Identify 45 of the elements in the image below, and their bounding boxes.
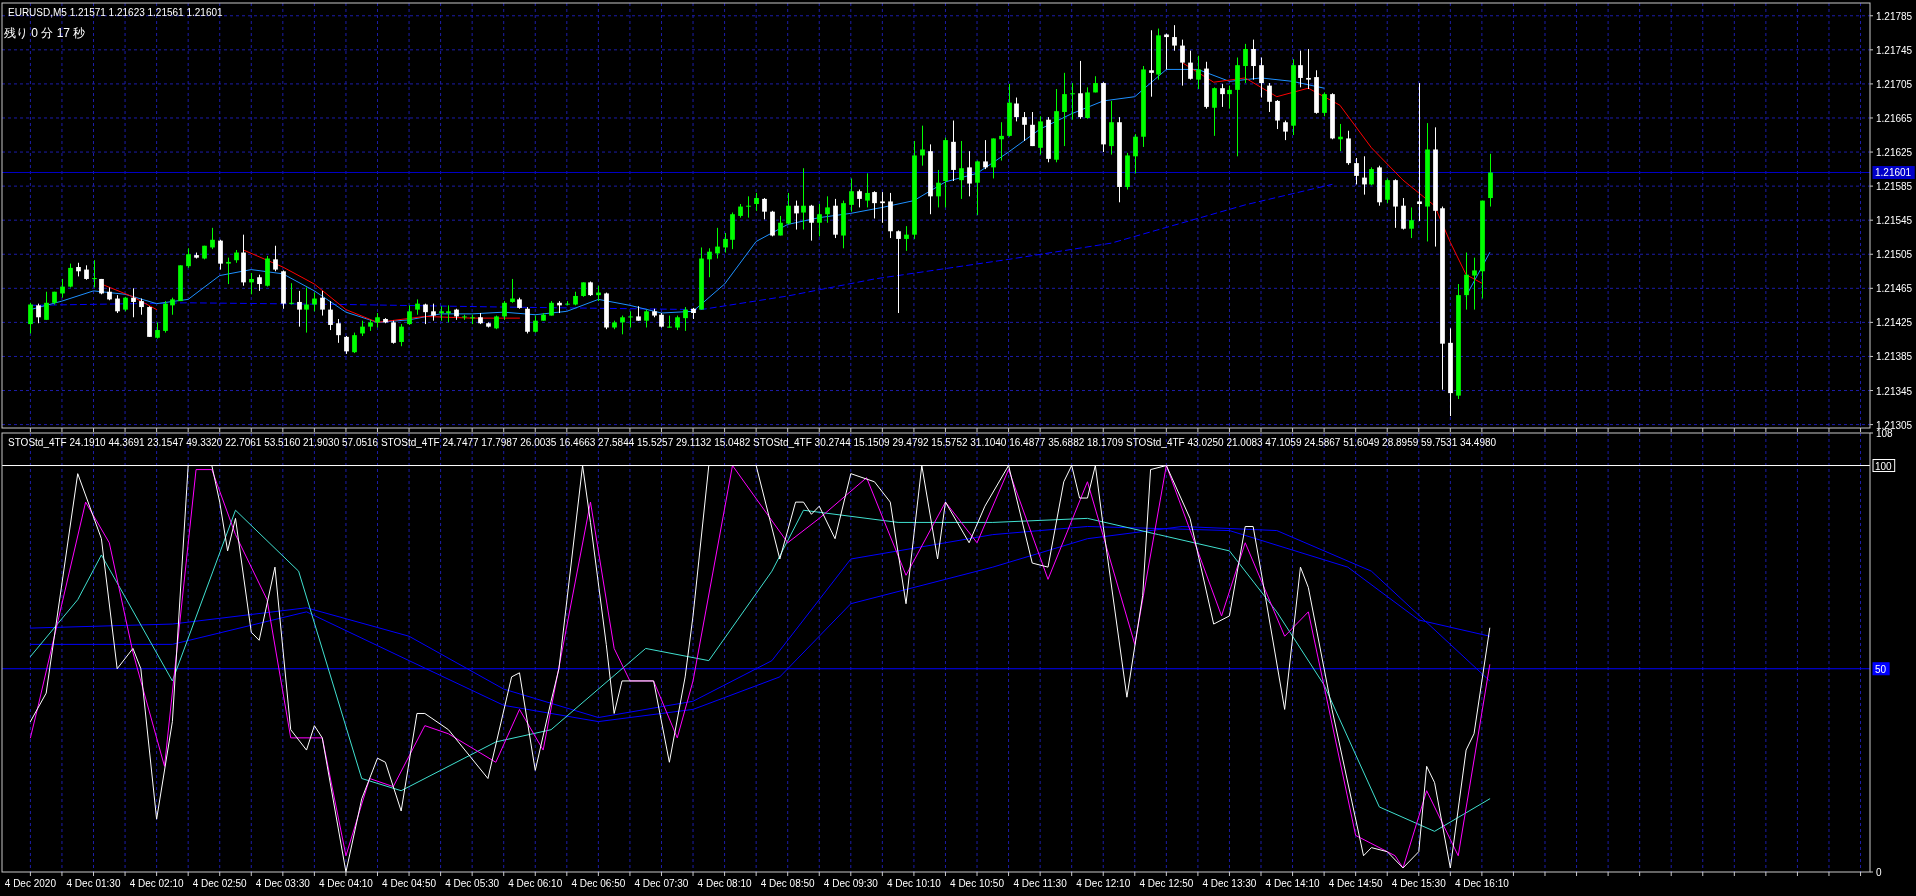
- y-tick-label: 1.21785: [1876, 10, 1913, 22]
- x-tick-label: 4 Dec 12:10: [1076, 878, 1131, 889]
- x-tick-label: 4 Dec 08:50: [760, 878, 815, 889]
- x-tick-label: 4 Dec 2020: [4, 878, 56, 889]
- y-tick-label: 1.21625: [1876, 147, 1913, 159]
- x-tick-label: 4 Dec 03:30: [255, 878, 310, 889]
- x-tick-label: 4 Dec 16:10: [1454, 878, 1509, 889]
- y-tick-label: 1.21305: [1876, 419, 1913, 431]
- x-tick-label: 4 Dec 10:50: [950, 878, 1004, 889]
- x-tick-label: 4 Dec 11:30: [1013, 878, 1067, 889]
- x-tick-label: 4 Dec 01:30: [66, 878, 121, 889]
- ref-line-label: 100: [1875, 460, 1893, 472]
- x-tick-label: 4 Dec 06:50: [571, 878, 626, 889]
- y-tick-label: 108: [1876, 428, 1894, 439]
- x-tick-label: 4 Dec 06:10: [508, 878, 563, 889]
- chart-title: STOStd_4TF 24.1910 44.3691 23.1547 49.3320 22.7061 53.5160 21.9030 57.0516 STOStd_4TF 24.7477 17.7987 26.0035 16.4663 27.5844 15.5257 29.1132 15.0482 STOStd_4TF 30.2744 15.1509 29.4792 15.5752 31.1040 16.4877 35.6882 18.1709 STOStd_4TF 43.0250 21.0083 47.1059 24.5867 51.6049 28.8959 59.7531 34.4980: [8, 437, 1497, 448]
- x-tick-label: 4 Dec 14:50: [1328, 878, 1383, 889]
- y-tick-label: 1.21705: [1876, 78, 1913, 90]
- x-tick-label: 4 Dec 12:50: [1139, 878, 1194, 889]
- chart-title: EURUSD,M5 1.21571 1.21623 1.21561 1.21601: [8, 7, 224, 18]
- y-tick-label: 1.21745: [1876, 44, 1913, 56]
- y-tick-label: 0: [1876, 867, 1882, 878]
- x-tick-label: 4 Dec 04:50: [382, 878, 436, 889]
- x-tick-label: 4 Dec 02:50: [192, 878, 247, 889]
- x-tick-label: 4 Dec 04:10: [318, 878, 373, 889]
- x-tick-label: 4 Dec 13:30: [1202, 878, 1257, 889]
- x-tick-label: 4 Dec 05:30: [445, 878, 500, 889]
- y-tick-label: 1.21545: [1876, 215, 1913, 227]
- y-tick-label: 1.21385: [1876, 351, 1913, 363]
- y-tick-label: 1.21665: [1876, 112, 1913, 124]
- x-tick-label: 4 Dec 02:10: [129, 878, 184, 889]
- y-tick-label: 1.21585: [1876, 181, 1913, 193]
- y-tick-label: 1.21345: [1876, 385, 1913, 397]
- x-tick-label: 4 Dec 09:30: [823, 878, 878, 889]
- x-tick-label: 4 Dec 08:10: [697, 878, 752, 889]
- ref-line-label: 50: [1875, 663, 1887, 675]
- x-tick-label: 4 Dec 14:10: [1265, 878, 1320, 889]
- x-tick-label: 4 Dec 15:30: [1391, 878, 1446, 889]
- x-tick-label: 4 Dec 10:10: [886, 878, 941, 889]
- y-tick-label: 1.21425: [1876, 317, 1913, 329]
- y-tick-label: 1.21465: [1876, 283, 1913, 295]
- y-tick-label: 1.21505: [1876, 249, 1913, 261]
- x-tick-label: 4 Dec 07:30: [634, 878, 689, 889]
- annotation: 残り 0 分 17 秒: [4, 26, 86, 40]
- ref-line-label: 1.21601: [1875, 167, 1912, 179]
